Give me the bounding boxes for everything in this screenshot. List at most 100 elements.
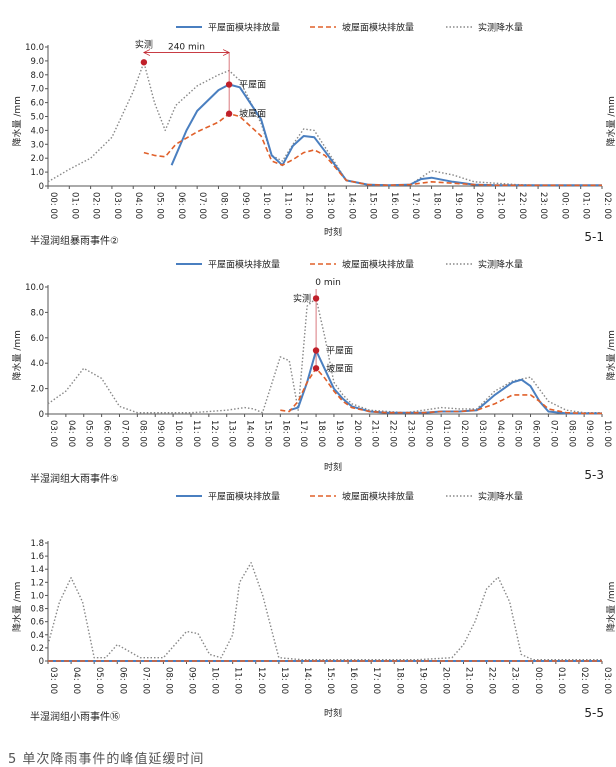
chart-5-5-y-tick-label: 0 bbox=[39, 657, 44, 667]
chart-5-1-y-tick-label: 0 bbox=[39, 182, 44, 192]
chart-5-1-x-tick-label: 03: 00 bbox=[112, 192, 122, 219]
chart-5-5-x-tick-label: 18: 00 bbox=[394, 667, 404, 694]
chart-5-1-x-tick-label: 12: 00 bbox=[304, 192, 314, 219]
chart-5-5-y-axis-label: 降水量 /mm bbox=[11, 582, 23, 632]
chart-5-3-x-tick-label: 06: 00 bbox=[531, 420, 541, 447]
chart-5-5-x-tick-label: 00: 00 bbox=[533, 667, 543, 694]
chart-5-3-x-tick-label: 18: 00 bbox=[316, 420, 326, 447]
chart-5-3-x-tick-label: 14: 00 bbox=[245, 420, 255, 447]
chart-5-3-x-tick-label: 04: 00 bbox=[66, 420, 76, 447]
chart-5-1-y-tick-label: 2.0 bbox=[30, 154, 44, 164]
chart-5-1-x-tick-label: 15: 00 bbox=[368, 192, 378, 219]
chart-5-3-x-tick-label: 12: 00 bbox=[209, 420, 219, 447]
chart-5-5-x-tick-label: 11: 00 bbox=[233, 667, 243, 694]
chart-5-5-x-tick-label: 06: 00 bbox=[117, 667, 127, 694]
chart-5-1-y-tick-label: 9.0 bbox=[30, 57, 44, 67]
chart-5-1-x-tick-label: 13: 00 bbox=[325, 192, 335, 219]
chart-5-5-x-tick-label: 08: 00 bbox=[163, 667, 173, 694]
chart-5-5-x-tick-label: 14: 00 bbox=[302, 667, 312, 694]
chart-5-3-x-tick-label: 00: 00 bbox=[423, 420, 433, 447]
chart-5-1-delay-label: 240 min bbox=[168, 43, 205, 53]
chart-5-5-x-tick-label: 10: 00 bbox=[210, 667, 220, 694]
chart-5-1-x-tick-label: 02: 00 bbox=[602, 192, 612, 219]
chart-5-1-x-tick-label: 14: 00 bbox=[346, 192, 356, 219]
chart-5-5-x-tick-label: 02: 00 bbox=[579, 667, 589, 694]
chart-5-5-y-tick-label: 0.4 bbox=[30, 631, 44, 641]
chart-5-1-y-axis-label-right: 降水量 /mm bbox=[605, 96, 616, 146]
chart-5-1-x-tick-label: 00: 00 bbox=[48, 192, 58, 219]
chart-5-3-legend-label-flat: 平屋面模块排放量 bbox=[208, 259, 280, 271]
chart-5-5-x-tick-label: 03: 00 bbox=[48, 667, 58, 694]
chart-5-1-series-slope bbox=[143, 112, 602, 187]
chart-5-5-y-tick-label: 0.8 bbox=[30, 605, 44, 615]
chart-5-3-y-tick-label: 6.0 bbox=[30, 334, 44, 344]
chart-5-3-peak-marker bbox=[312, 365, 320, 372]
chart-5-5-y-tick-label: 1.8 bbox=[30, 539, 44, 549]
chart-5-1-x-tick-label: 05: 00 bbox=[155, 192, 165, 219]
chart-5-5-y-tick-label: 1.0 bbox=[30, 591, 44, 601]
chart-5-1-peak-label: 实测 bbox=[135, 38, 153, 50]
chart-5-1-x-tick-label: 02: 00 bbox=[91, 192, 101, 219]
chart-5-1-x-tick-label: 06: 00 bbox=[176, 192, 186, 219]
chart-5-1-x-axis-label: 时刻 bbox=[324, 226, 342, 238]
chart-5-1-legend-label-rain: 实测降水量 bbox=[478, 22, 523, 34]
chart-5-5-legend-label-rain: 实测降水量 bbox=[478, 491, 523, 503]
chart-5-1-y-tick-label: 4.0 bbox=[30, 126, 44, 136]
chart-5-3-y-tick-label: 10.0 bbox=[25, 283, 44, 293]
chart-5-5-x-tick-label: 09: 00 bbox=[187, 667, 197, 694]
chart-5-1-x-tick-label: 08: 00 bbox=[218, 192, 228, 219]
chart-5-1-peak-marker bbox=[225, 110, 233, 117]
chart-5-3-x-tick-label: 20: 00 bbox=[352, 420, 362, 447]
chart-5-1-peak-label: 平屋面 bbox=[239, 80, 266, 91]
chart-5-3-x-tick-label: 13: 00 bbox=[227, 420, 237, 447]
chart-5-1-y-axis-label: 降水量 /mm bbox=[11, 96, 23, 146]
chart-5-1-y-tick-label: 10.0 bbox=[25, 43, 44, 53]
chart-5-5-y-tick-label: 0.6 bbox=[30, 618, 44, 628]
chart-5-3-x-tick-label: 21: 00 bbox=[370, 420, 380, 447]
chart-5-3-x-tick-label: 07: 00 bbox=[548, 420, 558, 447]
chart-5-3-legend-label-slope: 坡屋面模块排放量 bbox=[342, 259, 414, 271]
chart-5-5-y-tick-label: 0.2 bbox=[30, 644, 44, 654]
chart-5-3-x-tick-label: 05: 00 bbox=[513, 420, 523, 447]
chart-5-5-series-rain bbox=[47, 562, 602, 661]
chart-5-3-x-tick-label: 05: 00 bbox=[84, 420, 94, 447]
chart-5-1-x-tick-label: 10: 00 bbox=[261, 192, 271, 219]
chart-5-3-peak-marker bbox=[312, 295, 320, 302]
chart-5-5-x-tick-label: 17: 00 bbox=[371, 667, 381, 694]
chart-5-3-x-tick-label: 09: 00 bbox=[584, 420, 594, 447]
chart-5-5-x-axis-label: 时刻 bbox=[324, 707, 342, 719]
chart-5-3-x-tick-label: 07: 00 bbox=[119, 420, 129, 447]
chart-5-3-x-tick-label: 10: 00 bbox=[173, 420, 183, 447]
chart-5-1-x-tick-label: 00: 00 bbox=[559, 192, 569, 219]
chart-5-3-x-tick-label: 09: 00 bbox=[155, 420, 165, 447]
chart-5-3-x-tick-label: 08: 00 bbox=[566, 420, 576, 447]
chart-5-3-id: 5-3 bbox=[584, 468, 604, 482]
chart-5-3-peak-label: 实测 bbox=[293, 292, 311, 304]
chart-5-3-legend-label-rain: 实测降水量 bbox=[478, 259, 523, 271]
chart-5-5-x-tick-label: 21: 00 bbox=[464, 667, 474, 694]
chart-5-3-delay-label: 0 min bbox=[315, 278, 341, 288]
chart-5-1-x-tick-label: 01: 00 bbox=[581, 192, 591, 219]
chart-5-1-x-tick-label: 09: 00 bbox=[240, 192, 250, 219]
chart-5-1-y-tick-label: 7.0 bbox=[30, 85, 44, 95]
chart-5-1-x-tick-label: 01: 00 bbox=[69, 192, 79, 219]
chart-5-3-y-tick-label: 0 bbox=[39, 410, 44, 420]
chart-5-3-x-axis-label: 时刻 bbox=[324, 461, 342, 473]
chart-5-5-x-tick-label: 04: 00 bbox=[71, 667, 81, 694]
chart-5-5-x-tick-label: 22: 00 bbox=[487, 667, 497, 694]
chart-5-5-x-tick-label: 20: 00 bbox=[440, 667, 450, 694]
chart-5-3-peak-label: 坡屋面 bbox=[326, 362, 353, 374]
chart-5-1-peak-marker bbox=[140, 59, 148, 66]
chart-5-1-y-tick-label: 3.0 bbox=[30, 140, 44, 150]
chart-5-3-x-tick-label: 06: 00 bbox=[102, 420, 112, 447]
chart-5-1-peak-marker bbox=[225, 81, 233, 88]
chart-5-5-y-tick-label: 1.6 bbox=[30, 552, 44, 562]
chart-5-5-x-tick-label: 03: 00 bbox=[602, 667, 612, 694]
chart-5-3-x-tick-label: 03: 00 bbox=[477, 420, 487, 447]
chart-5-3-x-tick-label: 22: 00 bbox=[388, 420, 398, 447]
chart-5-1-x-tick-label: 18: 00 bbox=[432, 192, 442, 219]
chart-5-3-y-axis-label-right: 降水量 /mm bbox=[605, 330, 616, 380]
chart-5-3-x-tick-label: 19: 00 bbox=[334, 420, 344, 447]
chart-5-1-x-tick-label: 19: 00 bbox=[453, 192, 463, 219]
